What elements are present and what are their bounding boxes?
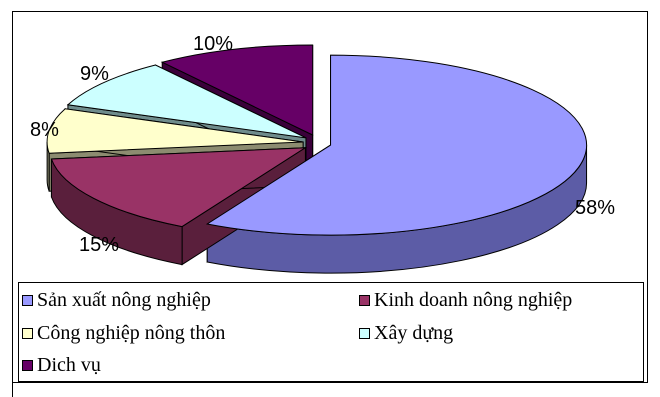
legend-swatch-4 <box>22 360 33 371</box>
frame-edge <box>12 383 13 397</box>
legend-label-1: Kinh doanh nông nghiệp <box>374 289 573 311</box>
legend: Sản xuất nông nghiệp Kinh doanh nông ngh… <box>18 282 644 382</box>
legend-label-2: Công nghiệp nông thôn <box>37 322 226 344</box>
legend-label-4: Dich vụ <box>37 354 101 376</box>
legend-swatch-0 <box>22 295 33 306</box>
pct-label-1: 15% <box>79 234 120 256</box>
pct-label-2: 8% <box>30 119 59 141</box>
legend-item-4: Dich vụ <box>22 354 101 377</box>
pie-slice-1 <box>50 147 308 228</box>
pct-label-0: 58% <box>575 197 616 219</box>
legend-item-1: Kinh doanh nông nghiệp <box>359 289 572 312</box>
legend-label-0: Sản xuất nông nghiệp <box>37 289 211 311</box>
pie-slice-4 <box>160 44 314 136</box>
legend-item-0: Sản xuất nông nghiệp <box>22 289 211 312</box>
pct-label-3: 9% <box>80 63 109 85</box>
pie-slice-0 <box>205 54 588 236</box>
pie-slice-3 <box>66 64 307 139</box>
pie-slice-2 <box>46 108 304 154</box>
legend-item-3: Xây dựng <box>359 322 453 345</box>
legend-item-2: Công nghiệp nông thôn <box>22 322 225 345</box>
legend-label-3: Xây dựng <box>374 322 454 344</box>
pct-label-4: 10% <box>193 33 234 55</box>
legend-swatch-3 <box>359 328 370 339</box>
legend-swatch-2 <box>22 328 33 339</box>
legend-swatch-1 <box>359 295 370 306</box>
